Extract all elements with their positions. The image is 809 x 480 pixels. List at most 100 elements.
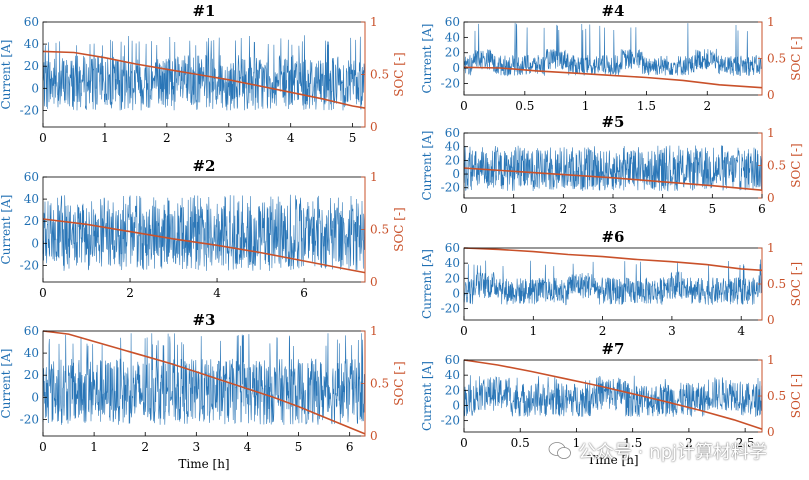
y-right-tick-label: 0	[767, 313, 775, 327]
soc-series-line	[463, 359, 763, 430]
x-tick-label: 5	[349, 131, 357, 145]
y-right-axis-label: SOC [-]	[392, 207, 406, 251]
x-tick-label: 2	[685, 436, 693, 450]
y-left-axis-label: Current [A]	[0, 195, 13, 265]
x-tick-label: 1.5	[623, 436, 642, 450]
y-left-axis-label: Current [A]	[420, 24, 434, 94]
panel-title: #3	[192, 311, 215, 329]
x-tick-label: 0	[460, 99, 468, 113]
y-left-axis-label: Current [A]	[420, 249, 434, 319]
y-left-tick-label: 20	[445, 383, 460, 397]
soc-series-line	[463, 66, 763, 89]
y-left-tick-label: 60	[445, 15, 460, 29]
soc-series-line	[463, 167, 763, 191]
x-tick-label: 5	[295, 440, 303, 454]
x-tick-label: 0	[460, 202, 468, 216]
current-series-line	[463, 22, 763, 77]
x-tick-label: 2	[141, 440, 149, 454]
y-left-tick-label: 40	[445, 30, 460, 44]
current-series-line	[42, 194, 366, 271]
soc-series-line	[42, 218, 366, 274]
x-tick-label: 5	[709, 202, 717, 216]
y-left-tick-label: 60	[24, 15, 39, 29]
y-left-tick-label: 20	[445, 153, 460, 167]
y-left-tick-label: 20	[24, 368, 39, 382]
x-axis-label: Time [h]	[178, 457, 229, 471]
y-right-tick-label: 1	[767, 353, 775, 367]
y-left-tick-label: 20	[445, 271, 460, 285]
y-left-tick-label: -20	[441, 302, 460, 316]
x-tick-label: 6	[758, 202, 766, 216]
y-left-axis-label: Current [A]	[420, 361, 434, 431]
y-left-tick-label: -20	[20, 103, 39, 117]
y-right-axis-label: SOC [-]	[789, 143, 803, 187]
x-tick-label: 3	[609, 202, 617, 216]
x-axis-label: Time [h]	[587, 453, 638, 467]
y-right-axis-label: SOC [-]	[392, 361, 406, 405]
y-right-tick-label: 1	[370, 170, 378, 184]
y-right-tick-label: 0	[370, 429, 378, 443]
y-left-tick-label: 60	[445, 126, 460, 140]
x-tick-label: 4	[244, 440, 252, 454]
x-tick-label: 3	[668, 324, 676, 338]
current-series-line	[42, 35, 366, 111]
y-left-axis-label: Current [A]	[0, 40, 13, 110]
y-left-axis-label: Current [A]	[420, 131, 434, 201]
current-series-line	[463, 375, 763, 417]
x-tick-label: 6	[346, 440, 354, 454]
x-tick-label: 0.5	[515, 99, 534, 113]
y-left-tick-label: -20	[441, 76, 460, 90]
x-tick-label: 2	[599, 324, 607, 338]
y-right-axis-label: SOC [-]	[392, 52, 406, 96]
y-right-tick-label: 0.5	[370, 223, 389, 237]
y-left-tick-label: 40	[445, 368, 460, 382]
y-left-tick-label: 60	[24, 170, 39, 184]
watermark: 公众号 · npj计算材料学	[548, 438, 767, 464]
y-left-tick-label: 0	[452, 398, 460, 412]
y-left-tick-label: 0	[31, 236, 39, 250]
panel-title: #5	[601, 113, 624, 131]
y-left-tick-label: 40	[445, 140, 460, 154]
y-left-tick-label: -20	[20, 412, 39, 426]
y-right-tick-label: 0	[370, 120, 378, 134]
y-right-tick-label: 0.5	[767, 277, 786, 291]
y-right-tick-label: 1	[370, 324, 378, 338]
y-right-tick-label: 0.5	[767, 389, 786, 403]
y-left-tick-label: 40	[445, 256, 460, 270]
y-left-tick-label: 0	[452, 286, 460, 300]
y-right-tick-label: 0.5	[370, 68, 389, 82]
y-right-tick-label: 1	[370, 15, 378, 29]
y-right-tick-label: 1	[767, 241, 775, 255]
y-left-tick-label: -20	[20, 258, 39, 272]
panel-title: #4	[601, 2, 624, 20]
current-series-line	[463, 145, 763, 192]
y-left-tick-label: 20	[24, 214, 39, 228]
x-tick-label: 3	[193, 440, 201, 454]
x-tick-label: 2	[703, 99, 711, 113]
y-right-tick-label: 0.5	[370, 377, 389, 391]
panel-title: #6	[601, 228, 624, 246]
x-tick-label: 1	[101, 131, 109, 145]
y-left-tick-label: 20	[445, 46, 460, 60]
y-left-axis-label: Current [A]	[0, 349, 13, 419]
x-tick-label: 4	[287, 131, 295, 145]
x-tick-label: 4	[659, 202, 667, 216]
x-tick-label: 6	[300, 286, 308, 300]
y-right-tick-label: 0	[370, 275, 378, 289]
y-left-tick-label: 0	[31, 81, 39, 95]
y-right-axis-label: SOC [-]	[789, 374, 803, 418]
y-left-tick-label: 0	[452, 61, 460, 75]
current-series-line	[463, 259, 763, 306]
y-left-tick-label: 60	[445, 353, 460, 367]
y-right-tick-label: 1	[767, 15, 775, 29]
y-left-tick-label: 40	[24, 37, 39, 51]
x-tick-label: 1	[573, 436, 581, 450]
y-right-tick-label: 1	[767, 126, 775, 140]
